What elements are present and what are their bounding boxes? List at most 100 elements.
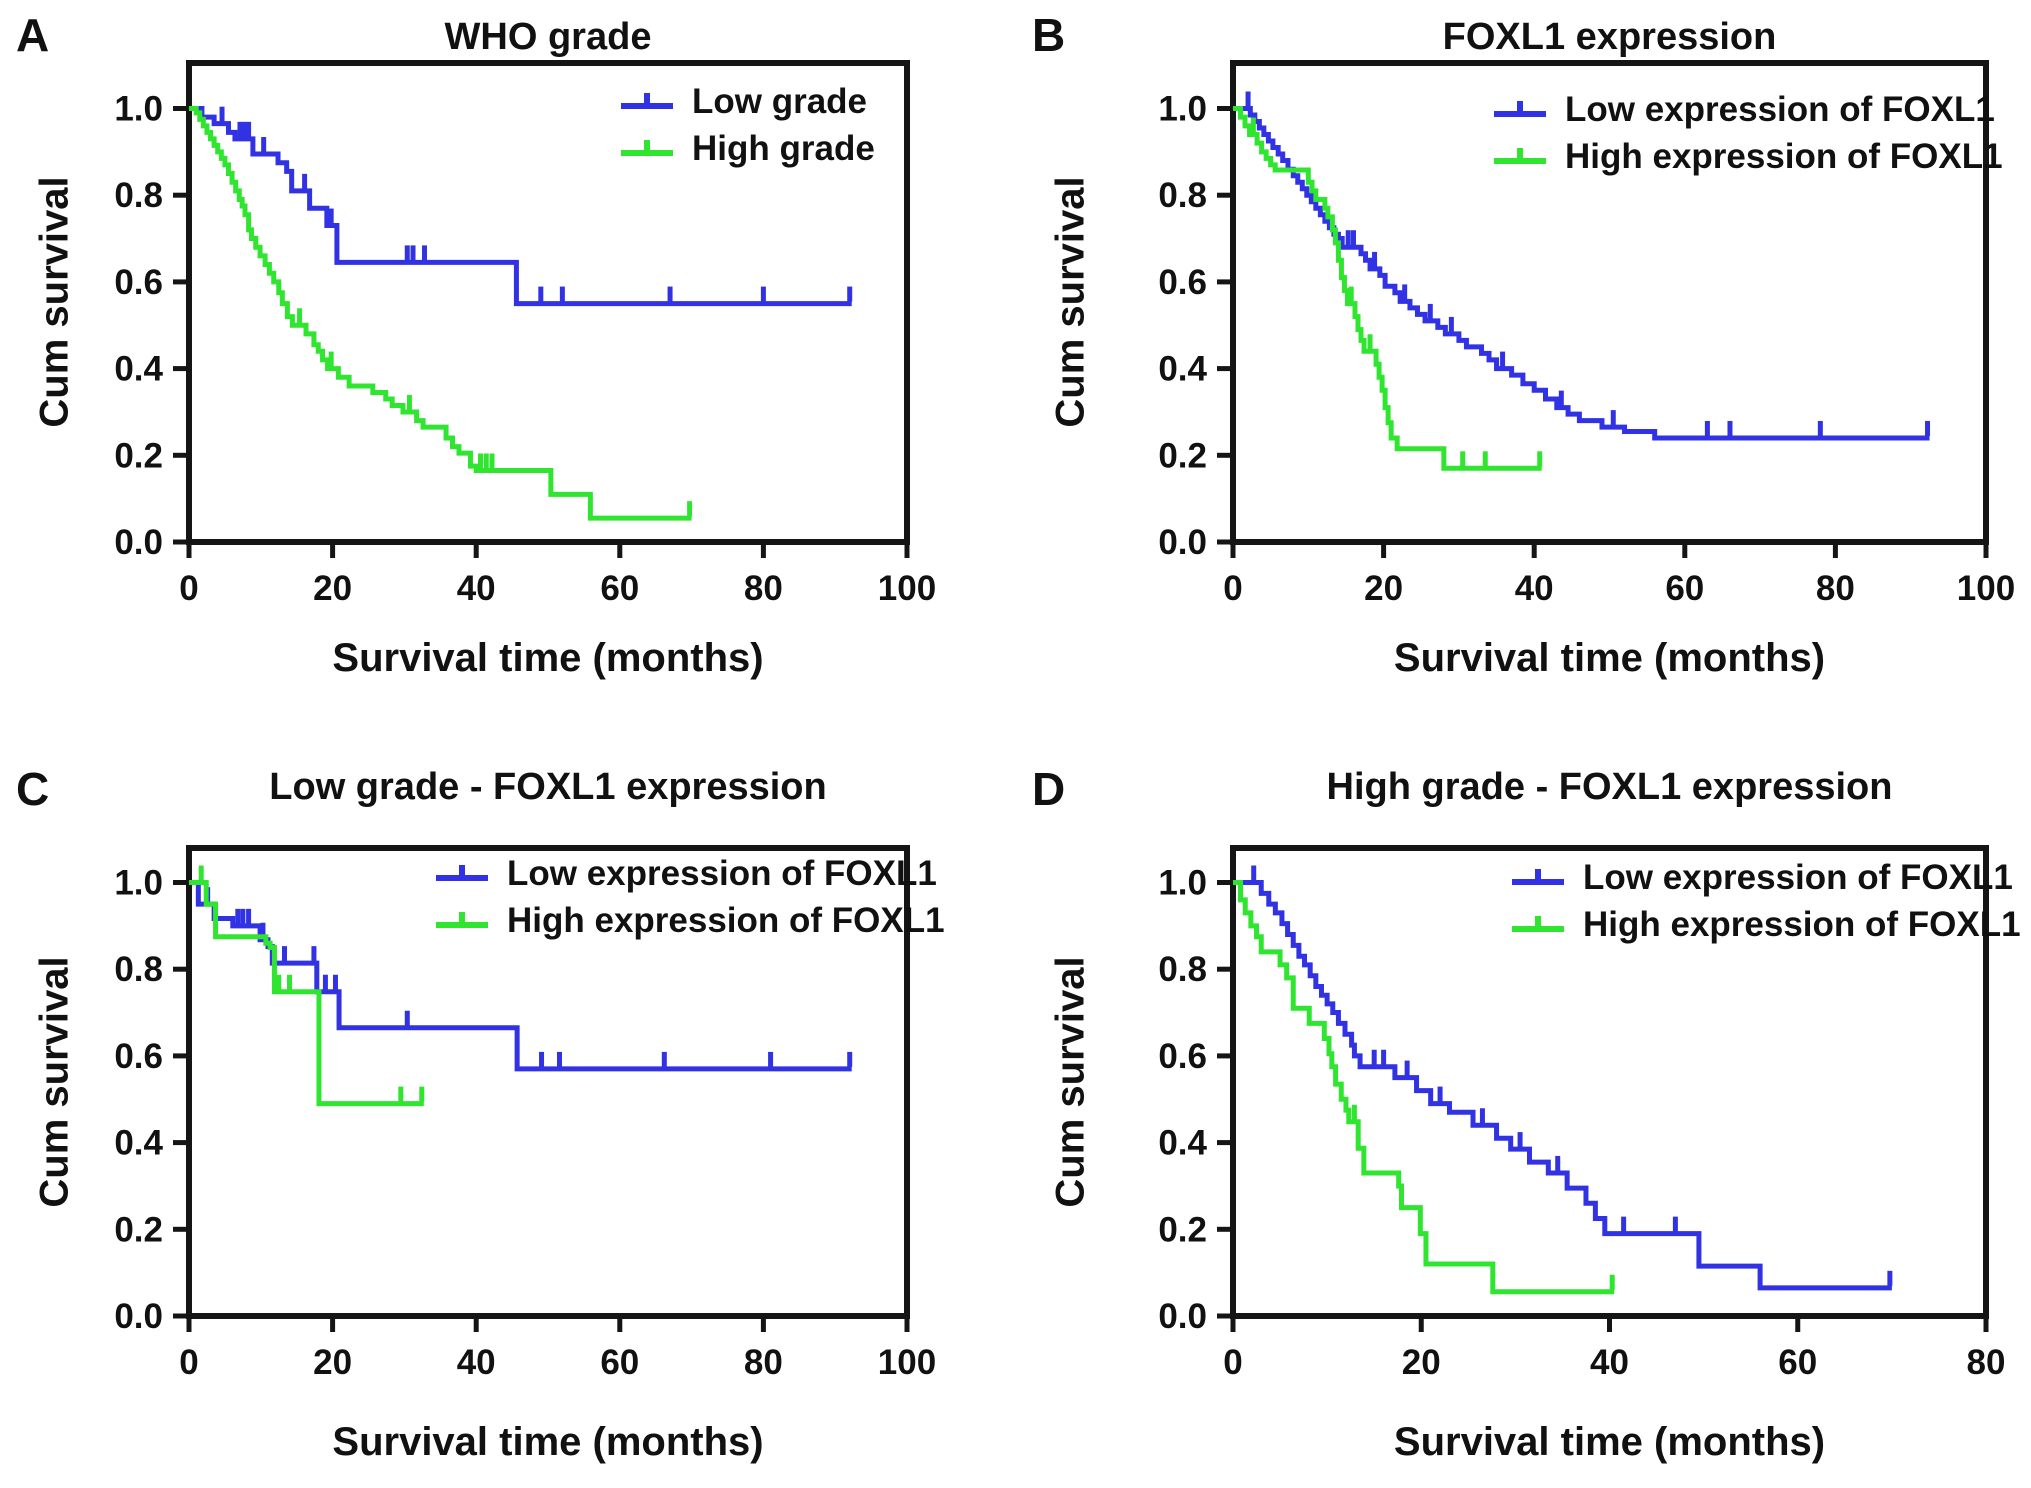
legend-label: High expression of FOXL1 [1583, 904, 2021, 944]
legend-item: High expression of FOXL1 [1509, 901, 2021, 948]
legend: Low grade High grade [618, 78, 875, 172]
legend: Low expression of FOXL1 High expression … [1509, 854, 2021, 948]
km-line-censor-icon [1512, 868, 1564, 885]
x-tick-label: 40 [457, 1343, 496, 1382]
legend: Low expression of FOXL1 High expression … [1491, 86, 2003, 180]
km-line-censor-icon [436, 911, 488, 928]
y-tick-label: 0.4 [114, 1124, 163, 1163]
legend-label: High expression of FOXL1 [507, 900, 945, 940]
legend-item: High expression of FOXL1 [1491, 133, 2003, 180]
legend-item: High expression of FOXL1 [433, 897, 945, 944]
y-tick-label: 0.8 [114, 950, 163, 989]
x-tick-label: 0 [1223, 1343, 1242, 1382]
y-tick-label: 0.8 [1158, 950, 1207, 989]
x-tick-label: 0 [179, 1343, 198, 1382]
x-tick-label: 40 [457, 569, 496, 608]
x-tick-label: 40 [1515, 569, 1554, 608]
y-tick-label: 0.0 [1158, 523, 1207, 562]
y-tick-label: 0.6 [1158, 263, 1207, 302]
km-line-censor-icon [1512, 915, 1564, 932]
y-tick-label: 0.2 [1158, 1210, 1207, 1249]
km-plot-area: 0.0 0.2 0.4 0.6 0.8 1.0 0 20 40 60 80 [1158, 845, 2005, 1382]
km-line-censor-icon [1494, 147, 1546, 164]
x-tick-label: 0 [179, 569, 198, 608]
km-curve [189, 106, 852, 307]
x-tick-label: 80 [1816, 569, 1855, 608]
x-axis-label: Survival time (months) [1393, 636, 1826, 680]
panel-high-grade-foxl1: D High grade - FOXL1 expression 0.0 0.2 0.… [1016, 744, 2031, 1488]
panel-low-grade-foxl1: C Low grade - FOXL1 expression 0.0 0.2 0.4… [0, 744, 1016, 1488]
x-tick-label: 80 [744, 1343, 783, 1382]
y-axis-label: Cum survival [1048, 956, 1093, 1208]
km-line-censor-icon [621, 139, 673, 156]
panel-letter: B [1032, 9, 1066, 61]
legend-label: Low expression of FOXL1 [507, 853, 937, 893]
x-tick-label: 0 [1223, 569, 1242, 608]
x-tick-label: 20 [313, 569, 352, 608]
y-tick-label: 1.0 [1158, 864, 1207, 903]
x-tick-label: 60 [600, 1343, 639, 1382]
x-axis-label: Survival time (months) [332, 636, 764, 680]
km-plot-area: 0.0 0.2 0.4 0.6 0.8 1.0 0 20 40 60 80 100 [1158, 60, 2015, 608]
y-tick-label: 0.0 [114, 523, 163, 562]
legend-item: Low expression of FOXL1 [1509, 854, 2021, 901]
y-tick-label: 0.8 [114, 176, 163, 215]
y-tick-label: 0.6 [1158, 1037, 1207, 1076]
x-tick-label: 80 [744, 569, 783, 608]
y-tick-label: 0.8 [1158, 176, 1207, 215]
y-tick-label: 1.0 [1158, 90, 1207, 129]
km-plot-area: 0.0 0.2 0.4 0.6 0.8 1.0 0 20 40 60 80 100 [114, 60, 936, 608]
y-tick-label: 1.0 [114, 90, 163, 129]
km-curve [189, 106, 692, 521]
legend-item: High grade [618, 125, 875, 172]
legend-item: Low grade [618, 78, 875, 125]
x-tick-label: 60 [1665, 569, 1704, 608]
y-axis-label: Cum survival [32, 956, 77, 1208]
y-tick-label: 0.2 [114, 1210, 163, 1249]
legend: Low expression of FOXL1 High expression … [433, 850, 945, 944]
legend-label: Low grade [692, 81, 868, 121]
legend-label: Low expression of FOXL1 [1583, 857, 2013, 897]
x-tick-label: 20 [1364, 569, 1403, 608]
km-line-censor-icon [436, 864, 488, 881]
y-tick-label: 0.4 [1158, 1124, 1207, 1163]
km-curve [1233, 106, 1930, 441]
y-axis-label: Cum survival [1048, 176, 1093, 428]
y-tick-label: 0.2 [1158, 436, 1207, 475]
y-tick-label: 0.0 [1158, 1297, 1207, 1336]
legend-item: Low expression of FOXL1 [1491, 86, 2003, 133]
y-tick-label: 1.0 [114, 864, 163, 903]
km-curve [1233, 880, 1615, 1295]
panel-foxl1-expression: B FOXL1 expression 0.0 0.2 0.4 0.6 0.8 1.0 0 20… [1016, 0, 2031, 744]
y-tick-label: 0.4 [1158, 350, 1207, 389]
legend-item: Low expression of FOXL1 [433, 850, 945, 897]
panel-title: Low grade - FOXL1 expression [269, 766, 827, 808]
km-line-censor-icon [1494, 100, 1546, 117]
km-curve [1233, 880, 1892, 1291]
y-tick-label: 0.0 [114, 1297, 163, 1336]
x-tick-label: 20 [313, 1343, 352, 1382]
km-curve [1233, 106, 1542, 471]
y-axis-label: Cum survival [32, 176, 77, 428]
x-tick-label: 60 [1778, 1343, 1817, 1382]
x-tick-label: 40 [1590, 1343, 1629, 1382]
x-tick-label: 20 [1402, 1343, 1441, 1382]
km-plot-area: 0.0 0.2 0.4 0.6 0.8 1.0 0 20 40 60 80 100 [114, 845, 936, 1382]
x-tick-label: 100 [878, 1343, 936, 1382]
panel-title: High grade - FOXL1 expression [1326, 766, 1893, 808]
km-line-censor-icon [621, 92, 673, 109]
y-tick-label: 0.6 [114, 263, 163, 302]
x-tick-label: 100 [878, 569, 936, 608]
panel-who-grade: A WHO grade 0.0 0.2 0.4 0.6 0.8 1.0 0 20 40 60 80 1… [0, 0, 1016, 744]
panel-letter: A [16, 9, 50, 61]
y-tick-label: 0.4 [114, 350, 163, 389]
panel-letter: C [16, 763, 50, 815]
legend-label: High expression of FOXL1 [1565, 136, 2003, 176]
y-tick-label: 0.6 [114, 1037, 163, 1076]
legend-label: High grade [692, 128, 875, 168]
x-axis-label: Survival time (months) [332, 1420, 764, 1464]
panel-title: FOXL1 expression [1442, 16, 1777, 58]
legend-label: Low expression of FOXL1 [1565, 89, 1995, 129]
panel-title: WHO grade [444, 16, 652, 58]
x-axis-label: Survival time (months) [1393, 1420, 1826, 1464]
